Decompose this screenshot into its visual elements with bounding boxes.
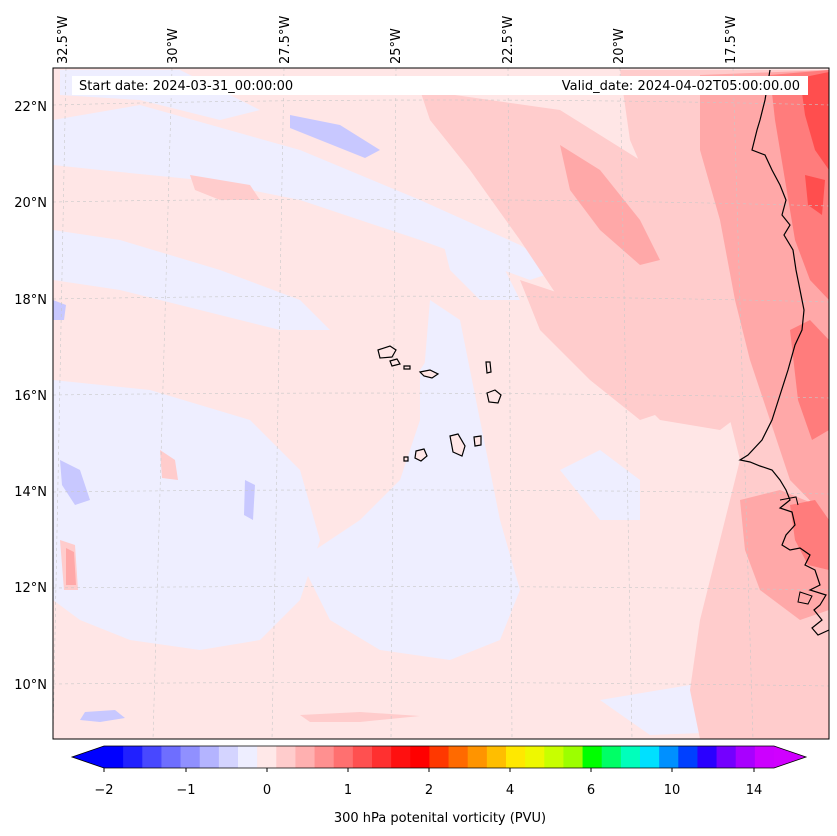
island-sal <box>485 361 492 374</box>
colorbar-segment <box>104 746 124 768</box>
positive-pv-peak <box>800 72 829 215</box>
map-panel <box>53 68 829 739</box>
map-frame <box>52 67 830 740</box>
colorbar-segment <box>142 746 162 768</box>
lat-label: 20°N <box>14 196 47 211</box>
lon-label: 20°W <box>612 28 627 64</box>
lon-label: 32.5°W <box>56 16 71 64</box>
colorbar-segment <box>372 746 392 768</box>
colorbar-segment <box>659 746 679 768</box>
graticule <box>53 68 829 739</box>
header-box <box>72 76 808 95</box>
colorbar-segment <box>161 746 181 768</box>
colorbar-segment <box>448 746 469 768</box>
colorbar-segment <box>333 746 354 768</box>
colorbar-tick-label: 10 <box>664 783 681 798</box>
island-boa-vista <box>486 389 502 404</box>
colorbar-segment <box>180 746 201 768</box>
latitude-labels: 22°N 20°N 18°N 16°N 14°N 12°N 10°N <box>14 100 47 693</box>
island-fogo <box>414 448 428 462</box>
island-maio <box>473 435 482 447</box>
colorbar-tick-label: 6 <box>587 783 595 798</box>
island-santa-luzia <box>403 365 411 370</box>
colorbar-segment <box>601 746 622 768</box>
start-date-label: Start date: 2024-03-31_00:00:00 <box>79 79 293 94</box>
colorbar-segment <box>716 746 737 768</box>
lon-label: 17.5°W <box>724 16 739 64</box>
colorbar-segment <box>218 746 239 768</box>
longitude-labels: 32.5°W 30°W 27.5°W 25°W 22.5°W 20°W 17.5… <box>56 16 739 64</box>
colorbar-title: 300 hPa potenital vorticity (PVU) <box>334 811 546 826</box>
colorbar-segment <box>754 746 775 768</box>
colorbar-tick-label: 14 <box>746 783 763 798</box>
lon-label: 22.5°W <box>501 16 516 64</box>
colorbar: −2 −1 0 1 2 4 6 10 14 300 hPa potenital … <box>70 745 808 826</box>
lon-label: 25°W <box>389 28 404 64</box>
lat-label: 10°N <box>14 678 47 693</box>
colorbar-over-arrow <box>774 746 806 768</box>
colorbar-tick-label: 1 <box>344 783 352 798</box>
colorbar-segment <box>640 746 660 768</box>
colorbar-tick-labels: −2 −1 0 1 2 4 6 10 14 <box>94 783 762 798</box>
island-santiago <box>449 433 466 457</box>
colorbar-segment <box>678 746 698 768</box>
lat-label: 12°N <box>14 581 47 596</box>
colorbar-under-arrow <box>72 746 104 768</box>
lat-label: 22°N <box>14 100 47 115</box>
lat-label: 16°N <box>14 389 47 404</box>
cabo-verde-islands <box>377 345 502 462</box>
colorbar-segment <box>391 746 411 768</box>
lon-label: 27.5°W <box>278 16 293 64</box>
colorbar-segments <box>104 746 775 768</box>
colorbar-segment <box>525 746 545 768</box>
island-sao-nicolau <box>418 369 440 379</box>
colorbar-segment <box>352 746 373 768</box>
colorbar-segment <box>620 746 641 768</box>
colorbar-segment <box>276 746 296 768</box>
colorbar-segment <box>410 746 430 768</box>
colorbar-segment <box>257 746 277 768</box>
colorbar-segment <box>582 746 603 768</box>
colorbar-segment <box>486 746 507 768</box>
lat-label: 14°N <box>14 485 47 500</box>
valid-date-label: Valid_date: 2024-04-02T05:00:00.00 <box>562 79 800 94</box>
island-brava <box>403 456 409 462</box>
colorbar-segment <box>563 746 583 768</box>
colorbar-segment <box>735 746 756 768</box>
africa-coastline <box>738 69 829 636</box>
island-santo-antao <box>377 345 397 359</box>
colorbar-segment <box>238 746 258 768</box>
lon-label: 30°W <box>166 28 181 64</box>
colorbar-segment <box>295 746 315 768</box>
island-sao-vicente <box>389 358 401 367</box>
colorbar-segment <box>123 746 143 768</box>
colorbar-segment <box>697 746 717 768</box>
colorbar-segment <box>506 746 526 768</box>
coast-detail-1 <box>779 496 799 506</box>
colorbar-tick-label: −2 <box>94 783 113 798</box>
colorbar-ticks <box>103 768 755 772</box>
colorbar-tick-label: −1 <box>176 783 195 798</box>
colorbar-segment <box>544 746 564 768</box>
colorbar-segment <box>314 746 335 768</box>
lat-label: 18°N <box>14 293 47 308</box>
colorbar-segment <box>429 746 449 768</box>
negative-pv-strong <box>53 115 380 722</box>
coast-detail-2 <box>797 591 813 605</box>
colorbar-tick-label: 4 <box>506 783 514 798</box>
colorbar-segment <box>199 746 220 768</box>
colorbar-segment <box>467 746 488 768</box>
colorbar-tick-label: 0 <box>263 783 271 798</box>
colorbar-tick-label: 2 <box>425 783 433 798</box>
